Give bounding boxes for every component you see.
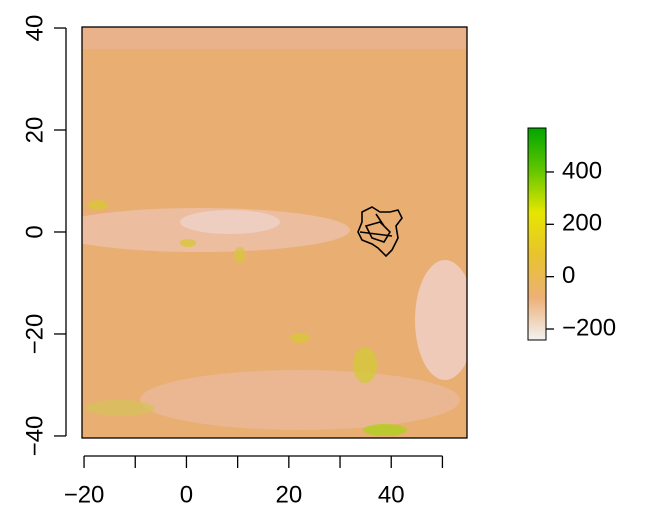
y-tick-label: −20 xyxy=(21,314,48,355)
chart: −2002040−40−2002040−2000200400 xyxy=(0,0,660,516)
y-tick-label: 40 xyxy=(21,15,48,42)
raster xyxy=(50,27,475,438)
color-bar xyxy=(528,128,546,340)
y-tick-label: −40 xyxy=(21,416,48,457)
y-tick-label: 20 xyxy=(21,117,48,144)
y-tick-label: 0 xyxy=(21,225,48,238)
legend-tick-label: 0 xyxy=(562,262,575,289)
x-tick-label: 20 xyxy=(275,481,302,508)
x-tick-label: −20 xyxy=(64,481,105,508)
legend-tick-label: −200 xyxy=(562,314,616,341)
legend-tick-label: 400 xyxy=(562,157,602,184)
x-tick-label: 0 xyxy=(180,481,193,508)
legend-tick-label: 200 xyxy=(562,210,602,237)
x-tick-label: 40 xyxy=(378,481,405,508)
